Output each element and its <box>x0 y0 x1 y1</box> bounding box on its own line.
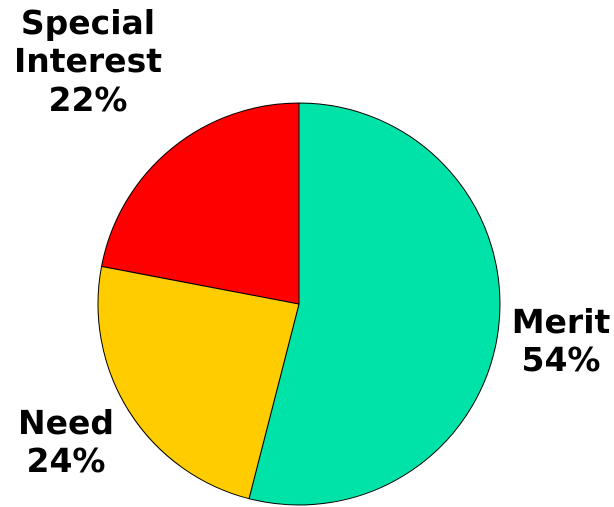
slice-percent-need: 24% <box>26 441 106 481</box>
pie-slices <box>97 102 501 506</box>
slice-label-need-line1: Need <box>17 403 114 442</box>
pie-slice-merit <box>248 102 501 506</box>
pie-slice-special-interest <box>101 102 300 305</box>
slice-percent-merit: 54% <box>521 340 601 380</box>
pie-slice-need <box>97 265 300 500</box>
slice-label-merit-line1: Merit <box>511 302 611 341</box>
slice-label-special-interest: Special Interest 22% <box>0 3 176 119</box>
slice-label-merit: Merit 54% <box>508 302 614 380</box>
slice-label-special-interest-line2: Interest <box>13 41 162 81</box>
slice-percent-special-interest: 22% <box>48 79 128 119</box>
slice-label-special-interest-line1: Special <box>20 3 156 42</box>
slice-label-need: Need 24% <box>4 403 128 481</box>
